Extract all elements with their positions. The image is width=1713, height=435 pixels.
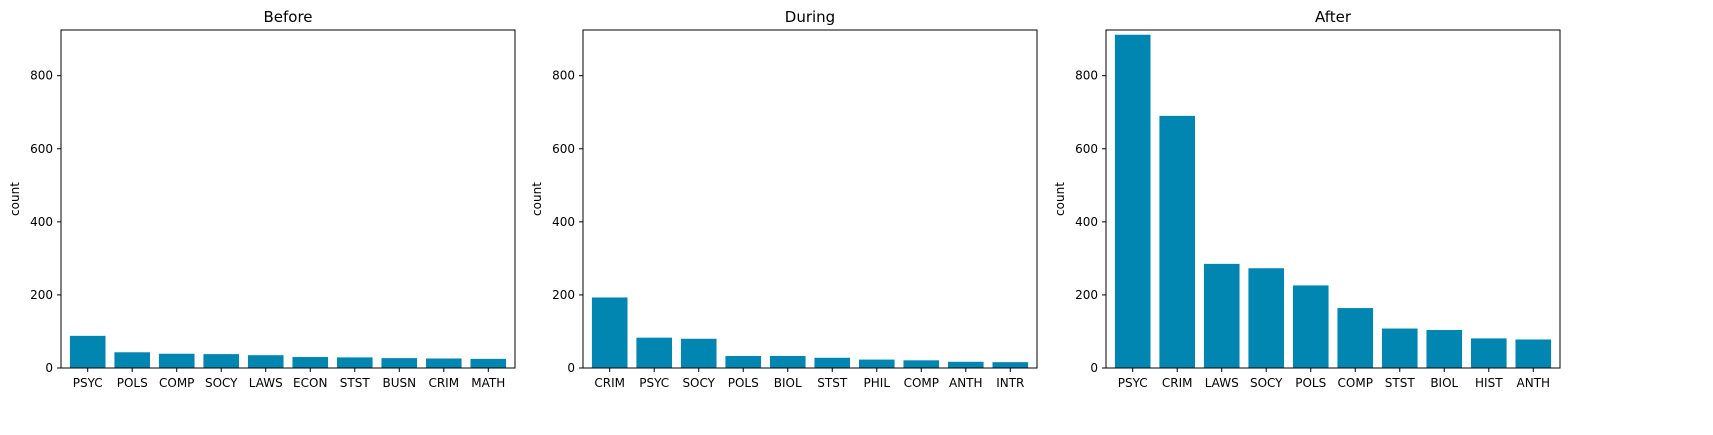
bar-pols	[1292, 285, 1329, 368]
bar-comp	[1337, 308, 1374, 368]
x-tick-label: STST	[340, 376, 371, 390]
bar-psyc	[69, 335, 106, 368]
bar-laws	[247, 355, 284, 368]
x-tick-label: PSYC	[639, 376, 669, 390]
bar-stst	[814, 357, 851, 368]
bar-comp	[903, 360, 940, 368]
axes-frame	[582, 29, 1038, 369]
y-axis-label: count	[530, 182, 544, 216]
bar-socy	[680, 338, 717, 368]
bar-anth	[947, 361, 984, 368]
bar-stst	[336, 357, 373, 368]
x-tick-label: BIOL	[1430, 376, 1458, 390]
x-tick-label: ANTH	[949, 376, 983, 390]
y-tick-label: 800	[30, 69, 53, 83]
y-tick-label: 200	[1075, 288, 1098, 302]
x-tick-label: PSYC	[73, 376, 103, 390]
x-tick-label: COMP	[904, 376, 939, 390]
bar-pols	[114, 352, 151, 368]
x-tick-label: SOCY	[682, 376, 715, 390]
x-tick-label: ANTH	[1517, 376, 1551, 390]
x-tick-label: LAWS	[249, 376, 283, 390]
bar-crim	[425, 358, 462, 368]
y-tick-label: 400	[30, 215, 53, 229]
bar-busn	[381, 358, 418, 368]
x-tick-label: COMP	[1338, 376, 1373, 390]
y-tick-label: 0	[1090, 361, 1098, 375]
y-tick-label: 0	[567, 361, 575, 375]
bar-biol	[1426, 329, 1463, 368]
y-axis-label: count	[8, 182, 22, 216]
x-tick-label: SOCY	[1250, 376, 1283, 390]
x-tick-label: STST	[817, 376, 848, 390]
chart-title: During	[785, 8, 835, 26]
bar-stst	[1381, 328, 1418, 368]
y-tick-label: 600	[552, 142, 575, 156]
x-tick-label: ECON	[293, 376, 327, 390]
y-tick-label: 0	[45, 361, 53, 375]
bar-hist	[1470, 338, 1507, 368]
bar-intr	[992, 362, 1029, 368]
bar-phil	[858, 359, 895, 368]
bar-psyc	[1114, 34, 1151, 368]
y-tick-label: 200	[552, 288, 575, 302]
bar-comp	[158, 353, 195, 368]
x-tick-label: HIST	[1475, 376, 1503, 390]
y-tick-label: 800	[1075, 69, 1098, 83]
x-tick-label: POLS	[117, 376, 148, 390]
y-axis-label: count	[1053, 182, 1067, 216]
x-tick-label: CRIM	[428, 376, 459, 390]
x-tick-label: POLS	[728, 376, 759, 390]
x-tick-label: LAWS	[1205, 376, 1239, 390]
chart-title: After	[1315, 8, 1352, 26]
x-tick-label: CRIM	[1162, 376, 1193, 390]
x-tick-label: PHIL	[864, 376, 891, 390]
x-tick-label: CRIM	[594, 376, 625, 390]
x-tick-label: SOCY	[205, 376, 238, 390]
bar-math	[470, 358, 507, 368]
axes-frame	[1105, 29, 1561, 369]
bar-econ	[292, 357, 329, 368]
x-tick-label: COMP	[159, 376, 194, 390]
bar-socy	[203, 354, 240, 368]
y-tick-label: 400	[552, 215, 575, 229]
x-tick-label: STST	[1385, 376, 1416, 390]
bar-laws	[1203, 263, 1240, 368]
x-tick-label: INTR	[996, 376, 1024, 390]
y-tick-label: 400	[1075, 215, 1098, 229]
chart-panel-2: CRIM PSYC SOCY POLS BIOL STST PHIL COMP ANTH INTR…	[530, 8, 1038, 390]
x-tick-label: PSYC	[1118, 376, 1148, 390]
y-tick-label: 800	[552, 69, 575, 83]
bar-pols	[725, 355, 762, 368]
chart-panel-1: PSYC POLS COMP SOCY LAWS ECON STST BUSN CRIM MATH…	[8, 8, 516, 390]
y-tick-label: 200	[30, 288, 53, 302]
x-tick-label: POLS	[1295, 376, 1326, 390]
bar-anth	[1515, 339, 1552, 368]
chart-title: Before	[263, 8, 312, 26]
y-tick-label: 600	[1075, 142, 1098, 156]
x-tick-label: BIOL	[774, 376, 802, 390]
bar-socy	[1248, 268, 1285, 368]
y-tick-label: 600	[30, 142, 53, 156]
x-tick-label: MATH	[471, 376, 505, 390]
bar-crim	[591, 297, 628, 368]
x-tick-label: BUSN	[382, 376, 416, 390]
axes-frame	[60, 29, 516, 369]
bar-biol	[769, 355, 806, 368]
bar-crim	[1159, 115, 1196, 368]
bar-psyc	[636, 337, 673, 368]
chart-panel-3: PSYC CRIM LAWS SOCY POLS COMP STST BIOL HIST ANTH…	[1053, 8, 1561, 390]
